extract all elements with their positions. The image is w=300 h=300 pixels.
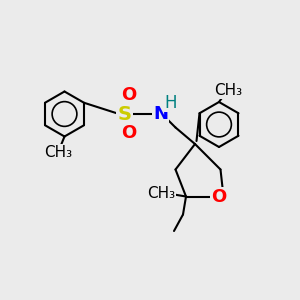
Text: S: S bbox=[118, 104, 131, 124]
Text: CH₃: CH₃ bbox=[44, 145, 72, 160]
Text: N: N bbox=[153, 105, 168, 123]
Text: CH₃: CH₃ bbox=[147, 186, 176, 201]
Text: H: H bbox=[165, 94, 177, 112]
Text: O: O bbox=[122, 86, 136, 104]
Text: CH₃: CH₃ bbox=[214, 83, 242, 98]
Text: O: O bbox=[122, 124, 136, 142]
Text: O: O bbox=[212, 188, 226, 206]
